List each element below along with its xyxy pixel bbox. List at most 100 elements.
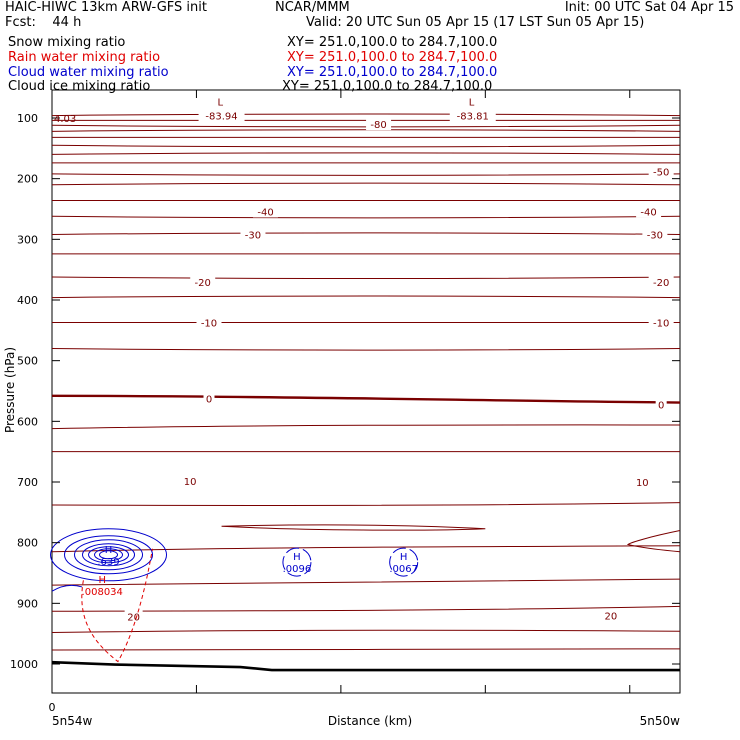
- isotherm-line: [51, 348, 681, 351]
- x-tick-label: 0: [49, 701, 56, 714]
- isotherm-line: [51, 124, 681, 128]
- rain-water-contour: [81, 548, 153, 663]
- isotherm-label-bg: [449, 108, 496, 122]
- isotherm-line: [51, 295, 681, 299]
- isotherm-label-bg: [648, 315, 674, 329]
- y-tick-label: 500: [17, 355, 38, 368]
- y-tick-label: 800: [17, 537, 38, 550]
- isotherm-line: [51, 629, 681, 633]
- isotherm-line: [51, 502, 681, 506]
- y-tick-label: 1000: [10, 658, 38, 671]
- ground-line: [51, 660, 680, 672]
- isotherm-line: [51, 182, 681, 186]
- isotherm-line: [51, 578, 681, 586]
- maximum-marker: H: [98, 575, 106, 586]
- isotherm-label-bg: [642, 227, 668, 241]
- isotherm-line: [51, 144, 681, 148]
- isotherm-bump: [626, 530, 681, 553]
- isotherm-label-bg: [124, 609, 143, 623]
- isotherm-label-bg: [633, 475, 652, 488]
- isotherm-line: [51, 113, 681, 117]
- field-xy-snow: XY= 251.0,100.0 to 284.7,100.0: [287, 35, 498, 50]
- cloud-water-contour: [389, 547, 419, 577]
- maximum-value: .0067: [389, 564, 418, 575]
- isotherm-label: 10: [636, 478, 649, 489]
- isotherm-label-bg: [648, 274, 674, 288]
- isotherm-label: -10: [201, 318, 217, 329]
- isotherm-line: [51, 129, 681, 132]
- header-fcst: Fcst: 44 h: [5, 15, 82, 30]
- isotherm-label-bg: [253, 204, 279, 218]
- isotherm-label-bg: [196, 315, 222, 329]
- y-tick-label: 200: [17, 173, 38, 186]
- isotherm-label-bg: [648, 164, 674, 178]
- cloud-water-contour: [94, 548, 124, 562]
- field-name-snow: Snow mixing ratio: [8, 35, 126, 50]
- maximum-value: .639: [97, 557, 119, 568]
- isotherm-label: -20: [195, 278, 211, 289]
- isotherm-label-bg: [181, 473, 200, 487]
- maximum-value: .0096: [283, 564, 312, 575]
- isotherm-line: [51, 648, 681, 651]
- isotherm-line: [51, 152, 681, 155]
- maximum-marker: H: [105, 545, 113, 556]
- low-marker: L: [469, 98, 475, 109]
- isotherm-label: -80: [370, 120, 386, 131]
- isotherm-label: 10: [184, 477, 197, 488]
- y-tick-label: 300: [17, 233, 38, 246]
- maximum-value: .008034: [82, 587, 123, 598]
- y-tick-label: 600: [17, 415, 38, 428]
- isotherm-line: [51, 424, 681, 430]
- isotherm-label: 20: [605, 611, 618, 622]
- isotherm-label: -83.94: [205, 112, 237, 123]
- isotherm-label: -50: [653, 167, 669, 178]
- x-right-endpoint: 5n50w: [640, 714, 681, 728]
- field-xy-rain: XY= 251.0,100.0 to 284.7,100.0: [287, 50, 498, 65]
- cloud-water-contour: [74, 539, 144, 571]
- isotherm-label-bg: [240, 227, 266, 241]
- left-edge-label: 4.03: [54, 114, 76, 125]
- header-title: HAIC-HIWC 13km ARW-GFS init: [5, 0, 207, 15]
- low-marker: L: [218, 98, 224, 109]
- y-tick-label: 400: [17, 294, 38, 307]
- x-left-endpoint: 5n54w: [52, 714, 93, 728]
- y-axis-label: Pressure (hPa): [3, 347, 17, 433]
- isotherm-line: [51, 605, 681, 612]
- isotherm-label-bg: [203, 391, 215, 405]
- field-name-cloud-water: Cloud water mixing ratio: [8, 65, 169, 80]
- header-org: NCAR/MMM: [275, 0, 350, 15]
- cloud-water-contour: [82, 543, 136, 567]
- isotherm-label-bg: [601, 608, 620, 622]
- isotherm-label: -40: [640, 207, 656, 218]
- cloud-water-contour: [50, 528, 168, 582]
- isotherm-label: -40: [257, 207, 273, 218]
- x-axis-label: Distance (km): [328, 714, 412, 728]
- isotherm-label-bg: [636, 204, 662, 218]
- isotherm-label: -10: [653, 318, 669, 329]
- isotherm-label-bg: [366, 117, 392, 131]
- isotherm-label: 0: [206, 394, 212, 405]
- isotherm-label-bg: [198, 108, 245, 122]
- freezing-isotherm: [51, 394, 681, 404]
- isotherm-label: 20: [127, 613, 140, 624]
- isotherm-label-bg: [655, 397, 667, 411]
- isotherm-label: -20: [653, 278, 669, 289]
- isotherm-label: 0: [658, 400, 664, 411]
- maximum-marker: H: [293, 552, 301, 563]
- maximum-marker: H: [400, 552, 408, 563]
- isotherm-line: [51, 276, 681, 279]
- isotherm-closed: [221, 524, 486, 531]
- header-init: Init: 00 UTC Sat 04 Apr 15: [564, 0, 734, 15]
- isotherm-label: -30: [245, 230, 261, 241]
- plot-frame: [51, 89, 681, 694]
- isotherm-label: -83.81: [457, 112, 489, 123]
- isotherm-label: -30: [647, 230, 663, 241]
- cloud-water-contour: [64, 535, 154, 575]
- isotherm-line: [51, 173, 681, 176]
- isotherm-line: [51, 215, 681, 219]
- isotherm-line: [51, 232, 681, 235]
- y-tick-label: 100: [17, 112, 38, 125]
- y-tick-label: 700: [17, 476, 38, 489]
- cloud-water-contour: [88, 546, 130, 564]
